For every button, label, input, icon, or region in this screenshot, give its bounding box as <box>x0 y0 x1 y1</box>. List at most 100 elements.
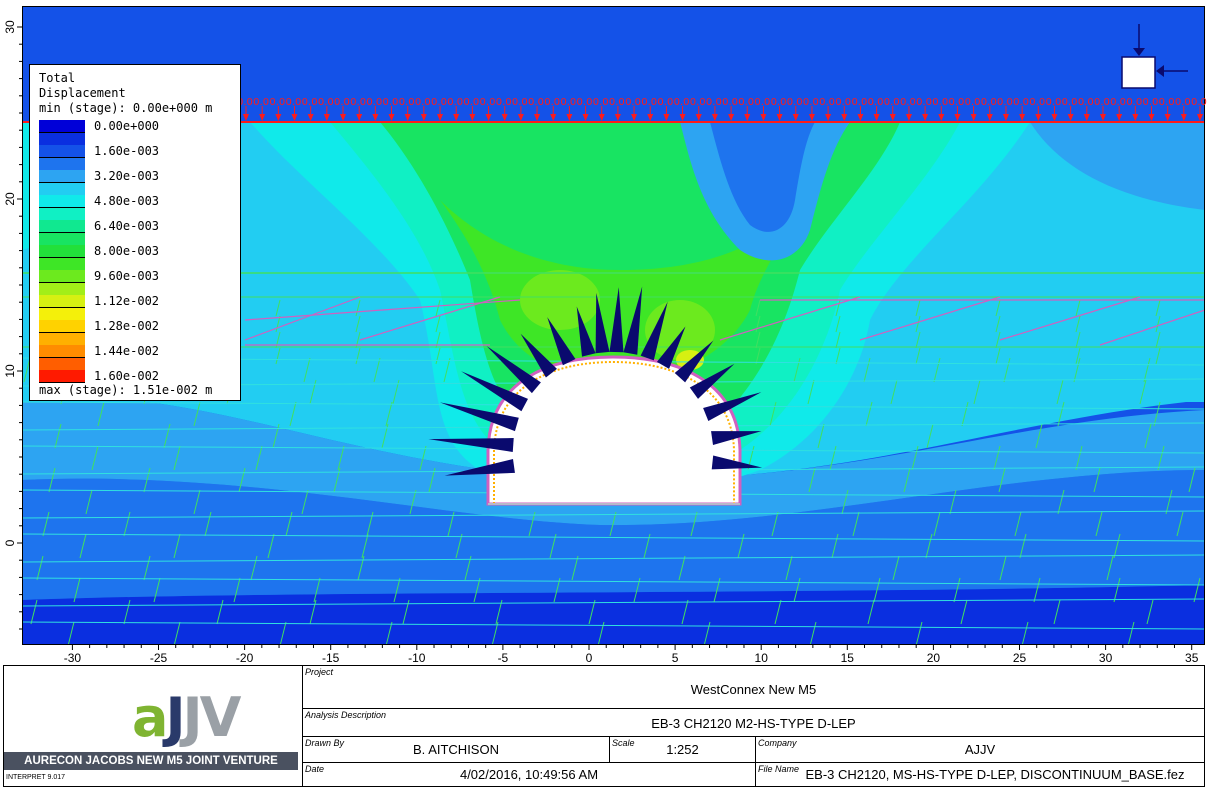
surface-load-label: 0.0 <box>447 97 463 108</box>
file-name-cell: File Name EB-3 CH2120, MS-HS-TYPE D-LEP,… <box>756 763 1204 786</box>
surface-load-label: 0.0 <box>334 97 350 108</box>
analysis-label: Analysis Description <box>305 710 387 720</box>
legend-swatch <box>39 232 85 246</box>
legend-swatch <box>39 207 85 221</box>
y-axis: 30 20 10 0 <box>3 20 22 630</box>
legend-swatch <box>39 195 85 208</box>
logo-band: AURECON JACOBS NEW M5 JOINT VENTURE <box>4 752 298 770</box>
surface-load-label: 0.0 <box>415 97 431 108</box>
surface-load-label: 0.0 <box>366 97 382 108</box>
legend-label: 1.44e-002 <box>94 344 160 358</box>
surface-load-label: 0.0 <box>318 97 334 108</box>
surface-load-label: 0.0 <box>965 97 981 108</box>
date-cell: Date 4/02/2016, 10:49:56 AM <box>303 763 755 786</box>
surface-load-label: 0.0 <box>1094 97 1110 108</box>
surface-load-label: 0.0 <box>237 97 253 108</box>
legend-swatch <box>39 357 85 371</box>
surface-load-label: 0.0 <box>641 97 657 108</box>
surface-load-label: 0.0 <box>1013 97 1029 108</box>
surface-load-label: 0.0 <box>1175 97 1191 108</box>
legend-max: max (stage): 1.51e-002 m <box>39 383 213 397</box>
surface-load-label: 0.0 <box>787 97 803 108</box>
legend-swatch <box>39 282 85 296</box>
drawn-by-cell: Drawn By B. AITCHISON <box>303 737 609 762</box>
legend-label: 1.60e-003 <box>94 144 160 158</box>
surface-load-label: 0.0 <box>399 97 415 108</box>
surface-load-label: 0.0 <box>1126 97 1142 108</box>
surface-load-label: 0.0 <box>1110 97 1126 108</box>
surface-load-label: 0.0 <box>431 97 447 108</box>
surface-load-label: 0.0 <box>544 97 560 108</box>
displacement-legend: Total Displacement min (stage): 0.00e+00… <box>29 64 241 401</box>
rock-bolts <box>428 286 763 476</box>
x-axis: -30 -25 -20 -15 -10 -5 0 5 10 15 20 25 30 35 <box>64 645 1199 665</box>
field-stress-icon <box>1121 24 1188 89</box>
drawn-by-value: B. AITCHISON <box>413 742 499 757</box>
surface-load-label: 0.0 <box>771 97 787 108</box>
analysis-cell: Analysis Description EB-3 CH2120 M2-HS-T… <box>303 709 1204 736</box>
x-tick-label: 30 <box>1099 651 1113 665</box>
ajjv-logo-mark: aJJV <box>132 686 241 749</box>
company-value: AJJV <box>964 742 996 757</box>
legend-label: 1.12e-002 <box>94 294 160 308</box>
analysis-value: EB-3 CH2120 M2-HS-TYPE D-LEP <box>651 716 856 731</box>
company-logo: aJJV AURECON JACOBS NEW M5 JOINT VENTURE… <box>4 666 303 786</box>
legend-color-scale: 0.00e+000 1.60e-003 3.20e-003 4.80e-003 6.40… <box>39 119 229 383</box>
legend-label: 0.00e+000 <box>94 119 160 133</box>
legend-swatch <box>39 220 85 233</box>
surface-load-label: 0.0 <box>754 97 770 108</box>
surface-load-label: 0.0 <box>560 97 576 108</box>
drawn-by-label: Drawn By <box>305 738 345 748</box>
surface-load-label: 0.0 <box>269 97 285 108</box>
software-version: INTERPRET 9.017 <box>6 774 66 781</box>
y-tick-label: 30 <box>3 20 17 34</box>
legend-label: 1.28e-002 <box>94 319 160 333</box>
surface-load-label: 0.0 <box>932 97 948 108</box>
x-tick-label: 5 <box>672 651 679 665</box>
surface-load-label: 0.0 <box>916 97 932 108</box>
surface-load-label: 0.0 <box>253 97 269 108</box>
legend-swatch <box>39 245 85 258</box>
legend-swatch <box>39 307 85 321</box>
surface-load-label: 0.0 <box>1159 97 1175 108</box>
project-cell: Project WestConnex New M5 <box>303 666 1204 708</box>
surface-load-label: 0.0 <box>674 97 690 108</box>
x-tick-label: 35 <box>1185 651 1199 665</box>
surface-load-label: 0.0 <box>609 97 625 108</box>
surface-load-label: 0.0 <box>851 97 867 108</box>
surface-load-label: 0.0 <box>884 97 900 108</box>
scale-cell: Scale 1:252 <box>610 737 755 762</box>
surface-load-label: 0.0 <box>528 97 544 108</box>
surface-load-label: 0.0 <box>593 97 609 108</box>
x-tick-label: -5 <box>498 651 509 665</box>
legend-label: 4.80e-003 <box>94 194 160 208</box>
surface-load-label: 0.0 <box>480 97 496 108</box>
legend-title-line1: Total <box>39 71 76 85</box>
legend-swatch <box>39 332 85 346</box>
x-tick-label: 10 <box>755 651 769 665</box>
surface-load-label: 0.0 <box>657 97 673 108</box>
surface-load-label: 0.0 <box>512 97 528 108</box>
title-block: aJJV AURECON JACOBS NEW M5 JOINT VENTURE… <box>3 665 1205 787</box>
surface-load-label: 0.0 <box>690 97 706 108</box>
surface-load-label: 0.0 <box>706 97 722 108</box>
surface-load-label: 0.0 <box>1045 97 1061 108</box>
surface-load-label: 0.0 <box>302 97 318 108</box>
surface-load-label: 0.0 <box>868 97 884 108</box>
legend-swatch <box>39 145 85 158</box>
legend-title: Total Displacement <box>39 71 126 101</box>
x-tick-label: 20 <box>927 651 941 665</box>
y-tick-label: 20 <box>3 192 17 206</box>
legend-swatch <box>39 157 85 171</box>
x-tick-label: -10 <box>408 651 426 665</box>
legend-swatch <box>39 170 85 183</box>
surface-load: 0.0 0.0 0.0 0.0 0.0 0.0 0.0 0.0 0.0 0.0 0.0 0.0 0.0 0… <box>237 97 1207 121</box>
x-tick-label: 25 <box>1013 651 1027 665</box>
surface-load-label: 0.0 <box>625 97 641 108</box>
surface-load-label: 0.0 <box>350 97 366 108</box>
surface-load-label: 0.0 <box>900 97 916 108</box>
surface-load-label: 0.0 <box>722 97 738 108</box>
model-plot[interactable]: 0.0 0.0 0.0 0.0 0.0 0.0 0.0 0.0 0.0 0.0 0.0 0.0 0.0 0… <box>0 0 1209 665</box>
legend-swatch <box>39 120 85 133</box>
surface-load-label: 0.0 <box>997 97 1013 108</box>
